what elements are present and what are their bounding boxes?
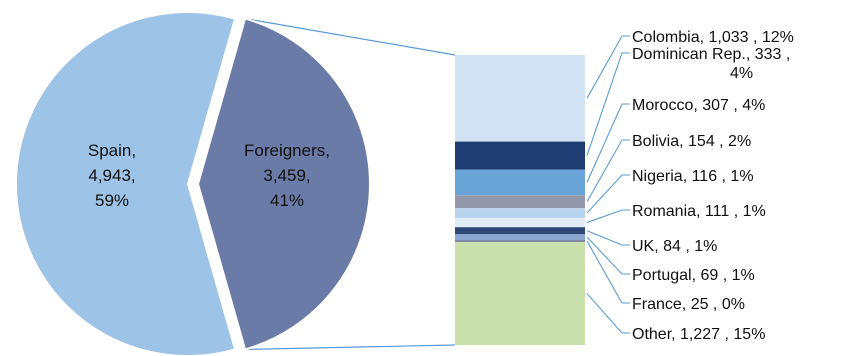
- bar-segment-uk: [455, 227, 585, 235]
- stacked-bar: [455, 55, 585, 345]
- leader-line-colombia: [586, 35, 630, 99]
- bar-label-dominican-rep: Dominican Rep., 333 , 4%: [632, 46, 790, 82]
- leader-line-romania: [586, 209, 630, 224]
- bar-label-uk: UK, 84 , 1%: [632, 238, 717, 255]
- bar-label-bolivia: Bolivia, 154 , 2%: [632, 133, 751, 150]
- bar-label-nigeria: Nigeria, 116 , 1%: [632, 168, 754, 185]
- bar-segment-dominican-rep: [455, 141, 585, 170]
- connector-line-top: [245, 17, 456, 56]
- bar-segment-bolivia: [455, 195, 585, 209]
- leader-line-france: [586, 240, 630, 304]
- leader-line-uk: [586, 230, 630, 246]
- leader-line-nigeria: [586, 174, 630, 214]
- leader-lines: [586, 35, 630, 334]
- pie-label-foreigners: Foreigners, 3,459, 41%: [244, 141, 330, 210]
- bar-label-romania: Romania, 111 , 1%: [632, 203, 766, 220]
- bar-segment-other: [455, 242, 585, 345]
- bar-segment-nigeria: [455, 208, 585, 218]
- leader-line-other: [586, 293, 630, 334]
- bar-segment-portugal: [455, 234, 585, 241]
- connector-lines: [245, 17, 456, 351]
- bar-segment-romania: [455, 217, 585, 228]
- leader-line-bolivia: [586, 139, 630, 202]
- leader-line-morocco: [586, 103, 630, 183]
- bar-label-france: France, 25 , 0%: [632, 296, 745, 313]
- bar-segment-morocco: [455, 169, 585, 196]
- pie: [15, 11, 371, 356]
- pie-slice-spain: [15, 11, 237, 356]
- pie-label-spain: Spain, 4,943, 59%: [88, 141, 136, 210]
- bar-segment-colombia: [455, 55, 585, 142]
- leader-line-portugal: [586, 236, 630, 275]
- bar-label-portugal: Portugal, 69 , 1%: [632, 267, 755, 284]
- bar-label-morocco: Morocco, 307 , 4%: [632, 97, 765, 114]
- bar-label-colombia: Colombia, 1,033 , 12%: [632, 29, 794, 46]
- pie-slice-foreigners: [196, 17, 371, 351]
- bar-segment-france: [455, 240, 585, 243]
- leader-line-dominican-rep: [586, 52, 630, 156]
- data-labels: Spain, 4,943, 59% Foreigners, 3,459, 41% Colom…: [88, 29, 794, 343]
- bar-label-other: Other, 1,227 , 15%: [632, 326, 765, 343]
- connector-line-bottom: [245, 344, 456, 351]
